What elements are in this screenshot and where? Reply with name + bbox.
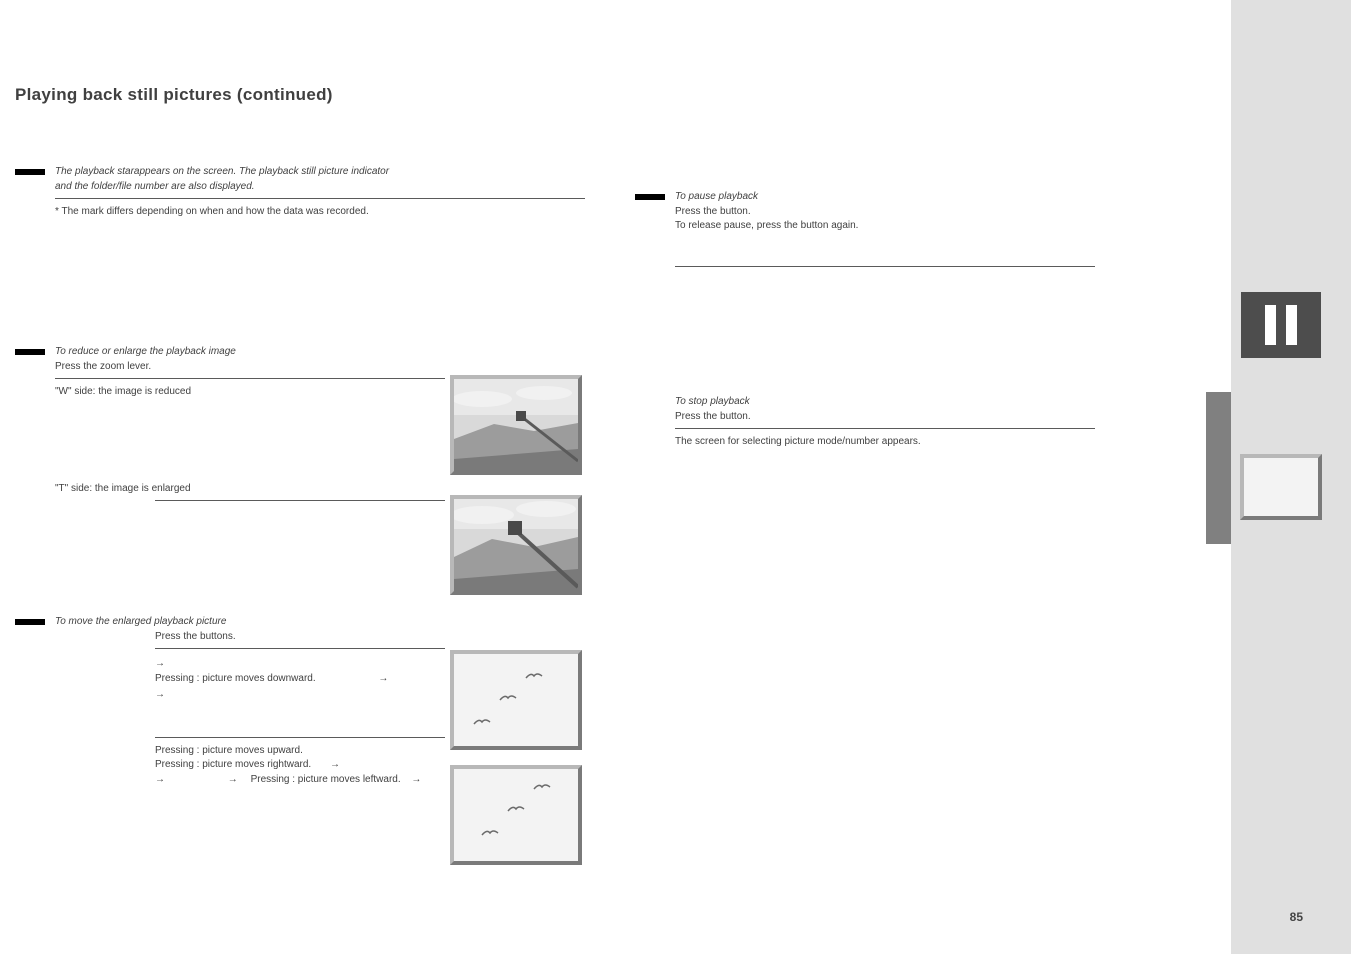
page-title: Playing back still pictures (continued) xyxy=(15,85,333,105)
bird-icon xyxy=(498,692,518,702)
page-number: 85 xyxy=(1290,910,1303,924)
blank-screen-icon xyxy=(1240,454,1322,520)
move-right: Pressing : picture moves rightward. xyxy=(155,759,311,770)
zoom-t: "T" side: the image is enlarged xyxy=(55,482,445,497)
bird-icon xyxy=(480,827,500,837)
thumb-reduced xyxy=(450,375,582,475)
note-bullet xyxy=(15,619,45,625)
arrow-right-icon: → xyxy=(155,774,165,785)
note-1-line-1: The playback starappears on the screen. … xyxy=(55,165,585,180)
bird-icon xyxy=(524,670,544,680)
move-lead: To move the enlarged playback picture xyxy=(55,615,445,630)
arrow-right-icon: → xyxy=(378,673,388,684)
arrow-right-icon: → xyxy=(155,689,165,700)
arrow-right-icon: → xyxy=(330,759,340,770)
note-1-footnote: * The mark differs depending on when and… xyxy=(55,205,585,220)
step-4: To pause playback Press the button. To r… xyxy=(635,190,1095,267)
thumb-birds-large xyxy=(450,650,582,750)
bird-icon xyxy=(532,781,552,791)
move-left: Pressing : picture moves leftward. xyxy=(251,774,401,785)
pause-press: Press the button. xyxy=(675,205,1095,220)
arrow-right-icon: → xyxy=(155,658,165,669)
pause-bar xyxy=(1286,305,1297,345)
arrow-right-icon: → xyxy=(411,774,421,785)
zoom-lead: To reduce or enlarge the playback image xyxy=(55,345,445,360)
page-root: Playing back still pictures (continued) … xyxy=(0,0,1351,954)
pause-lead: To pause playback xyxy=(675,190,1095,205)
pause-indicator xyxy=(1241,292,1321,358)
bird-icon xyxy=(506,803,526,813)
move-press: Press the buttons. xyxy=(155,630,445,645)
pause-bar xyxy=(1265,305,1276,345)
move-down: Pressing : picture moves downward. → xyxy=(155,672,445,687)
sidebar-dark-tab xyxy=(1206,392,1231,544)
note-1-line-2: and the folder/file number are also disp… xyxy=(55,180,585,195)
note-bullet xyxy=(15,169,45,175)
note-bullet xyxy=(15,349,45,355)
move-up: Pressing : picture moves upward. xyxy=(155,744,445,759)
thumb-birds-shift xyxy=(450,765,582,865)
stop-lead: To stop playback xyxy=(675,395,1095,410)
arrow-right-icon: → xyxy=(228,774,238,785)
note-bullet xyxy=(635,194,665,200)
zoom-press: Press the zoom lever. xyxy=(55,360,445,375)
step-5: To stop playback Press the button. The s… xyxy=(635,395,1095,450)
pause-release: To release pause, press the button again… xyxy=(675,219,1095,234)
bird-icon xyxy=(472,716,492,726)
zoom-w: "W" side: the image is reduced xyxy=(55,385,445,400)
thumb-enlarged xyxy=(450,495,582,595)
stop-result: The screen for selecting picture mode/nu… xyxy=(675,435,1095,450)
note-1: The playback starappears on the screen. … xyxy=(15,165,590,220)
stop-press: Press the button. xyxy=(675,410,1095,425)
